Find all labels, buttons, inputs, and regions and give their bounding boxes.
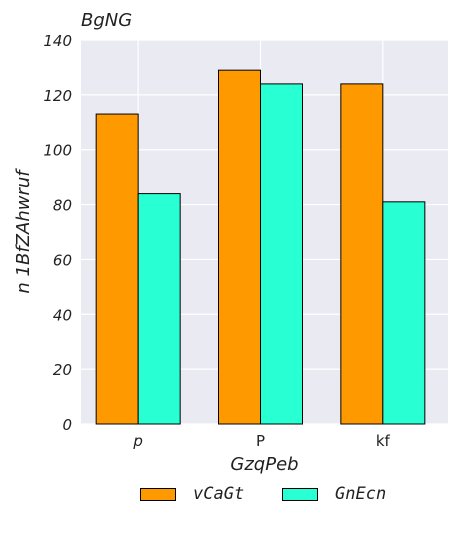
bar-series-1 [218, 69, 261, 425]
bar-series-1 [95, 113, 139, 425]
x-tick-label: P [256, 432, 265, 450]
y-tick-label: 60 [53, 251, 72, 269]
bar-series-2 [382, 201, 426, 425]
y-tick-label: 120 [43, 87, 72, 105]
x-tick-label: p [132, 432, 143, 450]
x-tick-label: kf [376, 432, 391, 450]
bars [95, 69, 426, 425]
legend-item-series-2: GnEcn [282, 482, 386, 506]
legend-swatch-series-1 [140, 487, 176, 501]
bar-series-2 [137, 193, 181, 425]
bar-series-2 [260, 83, 303, 425]
legend: vCaGt GnEcn [0, 482, 462, 506]
chart-title: BgNG [81, 10, 133, 31]
y-tick-label: 40 [53, 306, 72, 324]
legend-label-series-1: vCaGt [193, 484, 245, 504]
y-tick-label: 100 [43, 142, 72, 160]
y-tick-labels: 0 20 40 60 80 100 120 140 [43, 32, 72, 434]
legend-item-series-1: vCaGt [140, 482, 244, 506]
y-tick-label: 20 [53, 361, 72, 379]
y-tick-label: 140 [43, 32, 72, 50]
y-tick-label: 0 [62, 416, 72, 434]
legend-label-series-2: GnEcn [335, 484, 387, 504]
y-tick-label: 80 [53, 197, 72, 215]
bar-series-1 [340, 83, 384, 425]
x-axis-label: GzqPeb [230, 454, 298, 475]
legend-swatch-series-2 [282, 487, 318, 501]
y-axis-label: n 1BfZAhwruf [13, 168, 34, 294]
